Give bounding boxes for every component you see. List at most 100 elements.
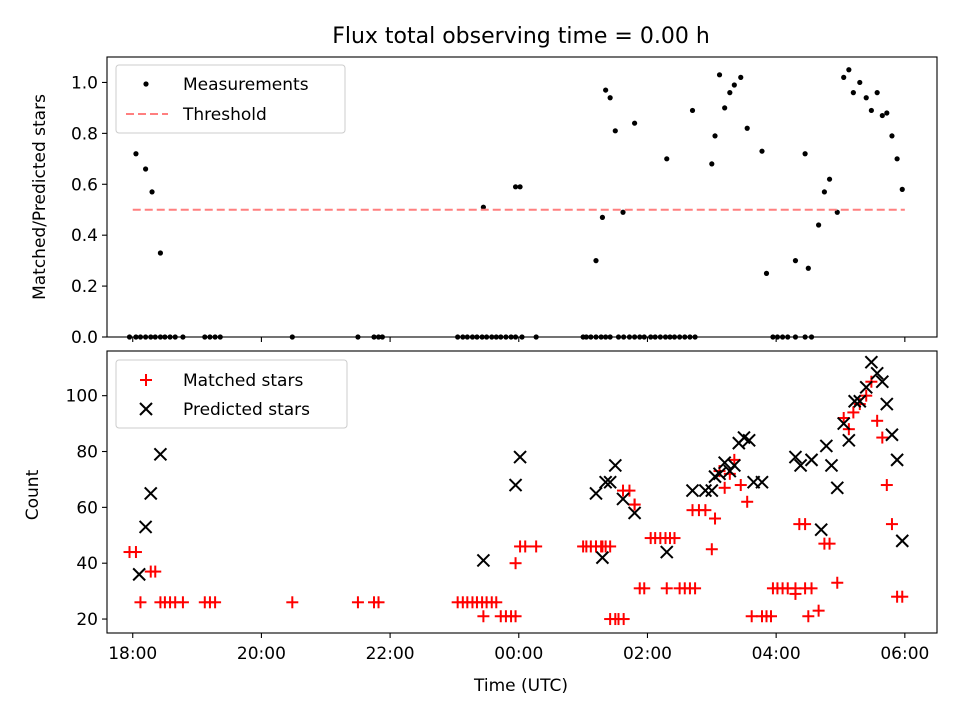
- predicted-point: [603, 475, 617, 489]
- predicted-point: [859, 380, 873, 395]
- measurement-point: [834, 209, 840, 215]
- matched-point: [286, 596, 299, 609]
- predicted-point: [132, 567, 146, 582]
- measurement-point: [841, 74, 847, 80]
- matched-point: [699, 504, 712, 517]
- measurement-point: [868, 107, 874, 114]
- legend-measurements-label: Measurements: [183, 75, 309, 95]
- bottom-legend: Matched stars Predicted stars: [115, 359, 348, 429]
- legend-matched-marker: [140, 374, 152, 386]
- matched-point: [599, 540, 612, 553]
- measurement-point: [599, 214, 606, 220]
- measurement-point: [894, 156, 900, 162]
- matched-point: [871, 414, 884, 427]
- matched-point: [149, 565, 162, 578]
- measurement-point: [722, 105, 728, 111]
- matched-point: [129, 546, 142, 559]
- bottom-x-tick-label: 20:00: [237, 644, 286, 664]
- measurement-point: [874, 90, 880, 96]
- measurement-point: [846, 67, 852, 73]
- measurement-point: [802, 151, 808, 157]
- matched-point: [837, 412, 850, 425]
- matched-point: [134, 596, 147, 609]
- bottom-plot-marks: [123, 355, 909, 626]
- legend-matched-label: Matched stars: [183, 371, 303, 391]
- measurement-point: [712, 133, 718, 139]
- measurement-point: [792, 258, 799, 264]
- predicted-point: [819, 439, 834, 453]
- matched-point: [741, 495, 754, 508]
- matched-point: [519, 540, 532, 553]
- matched-point: [789, 587, 802, 600]
- matched-point: [638, 582, 651, 595]
- predicted-point: [717, 455, 732, 470]
- measurement-point: [763, 270, 770, 276]
- matched-point: [734, 479, 747, 492]
- predicted-point: [685, 483, 700, 498]
- top-y-tick-label: 1.0: [71, 73, 98, 93]
- legend-measurements-marker: [143, 81, 149, 87]
- predicted-point: [880, 397, 894, 411]
- predicted-point: [864, 355, 879, 369]
- matched-point: [530, 540, 543, 553]
- predicted-point: [890, 453, 904, 467]
- matched-point: [689, 582, 702, 595]
- predicted-point: [836, 416, 851, 431]
- predicted-point: [875, 375, 890, 389]
- matched-point: [477, 610, 490, 623]
- matched-point: [709, 512, 722, 525]
- measurements-panel: Flux total observing time = 0.00 h Match…: [30, 24, 938, 348]
- matched-point: [509, 610, 522, 623]
- bottom-x-tick-label: 04:00: [752, 644, 801, 664]
- predicted-point: [814, 522, 828, 537]
- matched-point: [668, 532, 681, 545]
- measurement-point: [744, 125, 750, 131]
- predicted-point: [727, 458, 742, 473]
- measurement-point: [157, 250, 164, 256]
- bottom-legend-box: [115, 359, 348, 429]
- matched-point: [876, 431, 889, 444]
- measurement-point: [607, 95, 613, 101]
- measurement-point: [709, 161, 715, 167]
- legend-predicted-marker: [139, 402, 153, 416]
- measurement-point: [805, 265, 811, 271]
- matched-point: [812, 604, 825, 617]
- measurement-point: [620, 209, 626, 215]
- predicted-point: [698, 483, 713, 498]
- matched-point: [628, 498, 641, 511]
- measurement-point: [889, 133, 895, 139]
- predicted-point: [144, 486, 158, 501]
- matched-point: [351, 596, 364, 609]
- measurement-point: [879, 112, 885, 119]
- matched-point: [860, 389, 873, 402]
- matched-point: [617, 484, 630, 497]
- predicted-point: [616, 492, 630, 506]
- measurement-point: [143, 166, 149, 172]
- bottom-y-tick-label: 40: [76, 554, 98, 574]
- measurement-point: [816, 222, 822, 228]
- matched-point: [509, 557, 522, 570]
- predicted-point: [153, 447, 168, 462]
- top-y-tick-label: 0.0: [71, 328, 98, 348]
- bottom-y-tick-label: 80: [76, 443, 98, 463]
- predicted-point: [788, 450, 803, 464]
- predicted-point: [895, 534, 909, 548]
- measurement-point: [899, 186, 905, 192]
- matched-point: [885, 518, 898, 531]
- bottom-x-tick-label: 02:00: [623, 644, 672, 664]
- measurement-point: [857, 79, 863, 86]
- predicted-point: [595, 550, 610, 565]
- predicted-point: [755, 475, 769, 489]
- top-axis-ticks: 0.0 0.2 0.4 0.6 0.8 1.0: [71, 73, 906, 348]
- measurement-point: [759, 148, 765, 154]
- predicted-point: [842, 433, 856, 448]
- measurement-point: [480, 204, 486, 210]
- predicted-point: [138, 520, 153, 534]
- predicted-point: [598, 475, 613, 489]
- legend-threshold-label: Threshold: [182, 105, 267, 125]
- bottom-y-tick-label: 60: [76, 498, 98, 518]
- measurement-point: [821, 189, 828, 195]
- measurement-point: [603, 87, 609, 93]
- bottom-axis-ticks: 20 40 60 80 100 18:00 20:00 22:00 00:00 02:00 04:0…: [66, 387, 930, 664]
